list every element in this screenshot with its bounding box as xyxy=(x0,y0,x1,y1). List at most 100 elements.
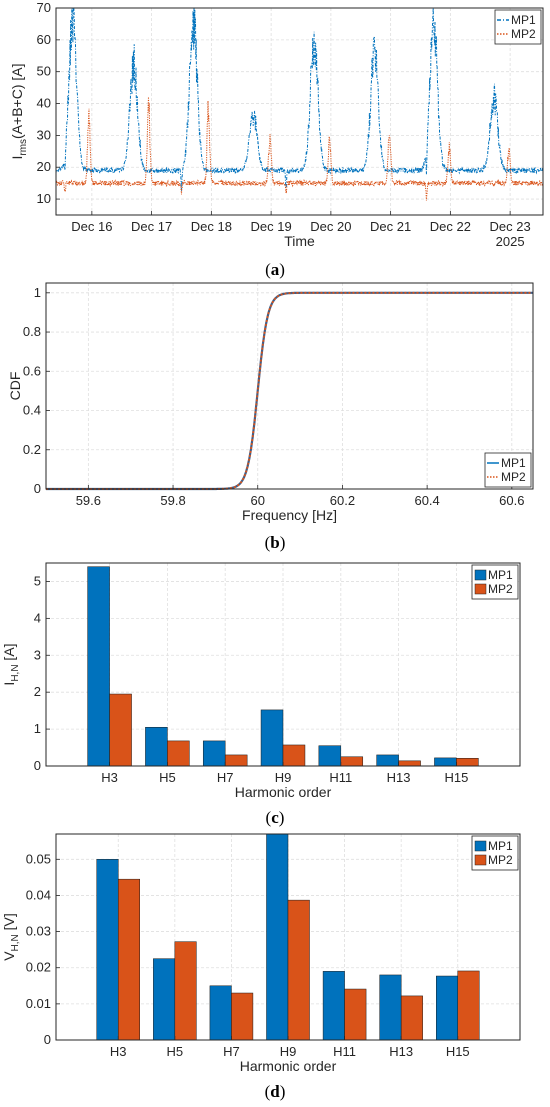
d-ytick-label-4: 0.04 xyxy=(26,887,51,902)
a-ytick-label-5: 60 xyxy=(37,32,51,47)
chart-a-xlabel: Time xyxy=(284,233,315,249)
c-legend-label-1: MP2 xyxy=(488,582,513,596)
d-xtick-label-0: H3 xyxy=(110,1044,127,1059)
panel-c-letter: c xyxy=(271,808,279,827)
d-bar-mp2-h5 xyxy=(174,941,197,1041)
a-xtick-label-0: Dec 16 xyxy=(71,219,112,234)
chart-c-ylabel-main: I xyxy=(1,682,17,686)
c-bar-mp2-h3 xyxy=(109,693,132,767)
chart-c-current-harmonics: 0 1 2 3 4 5 H3 H5 H7 H9 H11 H13 H15 Harmonic order I… xyxy=(1,562,521,827)
c-legend-swatch-0 xyxy=(474,569,487,581)
chart-b-series-mp2 xyxy=(46,291,533,490)
c-bar-mp1-h5 xyxy=(145,726,168,767)
c-ytick-label-5: 5 xyxy=(34,573,41,588)
chart-d-ylabel: VH,N [V] xyxy=(1,913,21,961)
a-xtick-label-2: Dec 18 xyxy=(191,219,232,234)
a-ytick-label-1: 20 xyxy=(37,159,51,174)
d-legend-label-1: MP2 xyxy=(488,853,513,867)
d-ytick-label-0: 0 xyxy=(44,1032,51,1047)
a-xtick-label-1: Dec 17 xyxy=(131,219,172,234)
d-bar-mp2-h3 xyxy=(117,878,140,1041)
c-xtick-label-5: H13 xyxy=(387,770,411,785)
b-legend-label-1: MP2 xyxy=(501,470,526,484)
d-bar-mp1-h9 xyxy=(266,833,289,1041)
c-ytick-label-3: 3 xyxy=(34,647,41,662)
chart-c-ticks: 0 1 2 3 4 5 H3 H5 H7 H9 H11 H13 H15 xyxy=(34,573,469,785)
d-xtick-label-1: H5 xyxy=(167,1044,184,1059)
chart-b-series-mp1 xyxy=(46,291,533,491)
c-bar-mp2-h7 xyxy=(224,754,248,767)
chart-a-ylabel-tail: (A+B+C) [A] xyxy=(9,63,25,138)
c-xtick-label-1: H5 xyxy=(159,770,176,785)
chart-d-xlabel: Harmonic order xyxy=(240,1058,337,1074)
d-legend-label-0: MP1 xyxy=(488,839,513,853)
panel-d-letter: d xyxy=(270,1082,280,1101)
a-xtick-label-6: Dec 22 xyxy=(430,219,471,234)
chart-d-ticks: 0 0.01 0.02 0.03 0.04 0.05 H3 H5 H7 H9 H11 H13 H15 xyxy=(26,851,470,1059)
d-ytick-label-3: 0.03 xyxy=(26,924,51,939)
b-ytick-label-0: 0 xyxy=(34,481,41,496)
c-bar-mp1-h13 xyxy=(376,754,399,767)
c-xtick-label-2: H7 xyxy=(217,770,234,785)
chart-b-frame xyxy=(45,282,534,490)
d-bar-mp2-h15 xyxy=(457,970,480,1041)
b-xtick-label-4: 60.4 xyxy=(414,493,439,508)
a-xtick-label-7: Dec 23 xyxy=(490,219,531,234)
a-legend-label-0: MP1 xyxy=(511,13,536,27)
a-legend-label-1: MP2 xyxy=(511,27,536,41)
chart-b-ylabel: CDF xyxy=(7,372,23,401)
chart-c-bars xyxy=(87,566,479,767)
c-legend-label-0: MP1 xyxy=(488,568,513,582)
chart-d-voltage-harmonics: 0 0.01 0.02 0.03 0.04 0.05 H3 H5 H7 H9 H11 H13 H15 H… xyxy=(1,833,521,1101)
c-bar-mp1-h7 xyxy=(202,740,226,767)
chart-b-grid xyxy=(46,283,533,490)
d-bar-mp2-h7 xyxy=(231,992,254,1041)
a-ytick-label-0: 10 xyxy=(37,191,51,206)
c-bar-mp2-h15 xyxy=(456,757,479,767)
b-xtick-label-2: 60 xyxy=(251,493,265,508)
d-xtick-label-2: H7 xyxy=(223,1044,240,1059)
b-ytick-label-3: 0.6 xyxy=(23,363,41,378)
a-xtick-label-4: Dec 20 xyxy=(310,219,351,234)
chart-a-ylabel-sub: rms xyxy=(18,139,29,156)
a-ytick-label-3: 40 xyxy=(37,96,51,111)
chart-d-ylabel-tail: [V] xyxy=(1,913,17,934)
chart-d-ylabel-main: V xyxy=(1,951,17,961)
a-ytick-label-4: 50 xyxy=(37,64,51,79)
chart-a-ylabel: Irms(A+B+C) [A] xyxy=(9,63,29,159)
chart-c-ylabel-sub: H,N xyxy=(10,664,21,681)
c-xtick-label-3: H9 xyxy=(275,770,292,785)
chart-b-lines xyxy=(46,291,533,491)
chart-a-series-mp2 xyxy=(55,96,544,201)
d-ytick-label-2: 0.02 xyxy=(26,960,51,975)
d-bar-mp1-h11 xyxy=(322,971,345,1041)
panel-b-letter: b xyxy=(270,533,279,552)
c-legend-swatch-1 xyxy=(474,583,487,595)
d-legend-swatch-1 xyxy=(474,854,487,866)
c-ytick-label-4: 4 xyxy=(34,610,41,625)
chart-d-ylabel-sub: H,N xyxy=(10,934,21,951)
chart-d-bars xyxy=(96,833,480,1041)
chart-a-frame xyxy=(55,7,544,216)
d-bar-mp2-h13 xyxy=(400,995,423,1041)
d-xtick-label-4: H11 xyxy=(333,1044,356,1059)
a-xtick-label-3: Dec 19 xyxy=(251,219,292,234)
chart-a-time-series: 10 20 30 40 50 60 70 Dec 16 Dec 17 Dec 18 Dec 19 De… xyxy=(9,0,544,279)
chart-a-series-mp1 xyxy=(55,7,544,191)
b-ytick-label-4: 0.8 xyxy=(23,324,41,339)
c-xtick-label-4: H11 xyxy=(329,770,352,785)
d-ytick-label-1: 0.01 xyxy=(26,996,51,1011)
a-legend-box xyxy=(494,9,542,45)
c-xtick-label-0: H3 xyxy=(101,770,118,785)
b-ytick-label-1: 0.2 xyxy=(23,442,41,457)
c-ytick-label-2: 2 xyxy=(34,684,41,699)
chart-c-ylabel-tail: [A] xyxy=(1,643,17,664)
d-bar-mp1-h3 xyxy=(96,859,119,1041)
d-ytick-label-5: 0.05 xyxy=(26,851,51,866)
c-ytick-label-0: 0 xyxy=(34,758,41,773)
chart-c-xlabel: Harmonic order xyxy=(235,784,332,800)
